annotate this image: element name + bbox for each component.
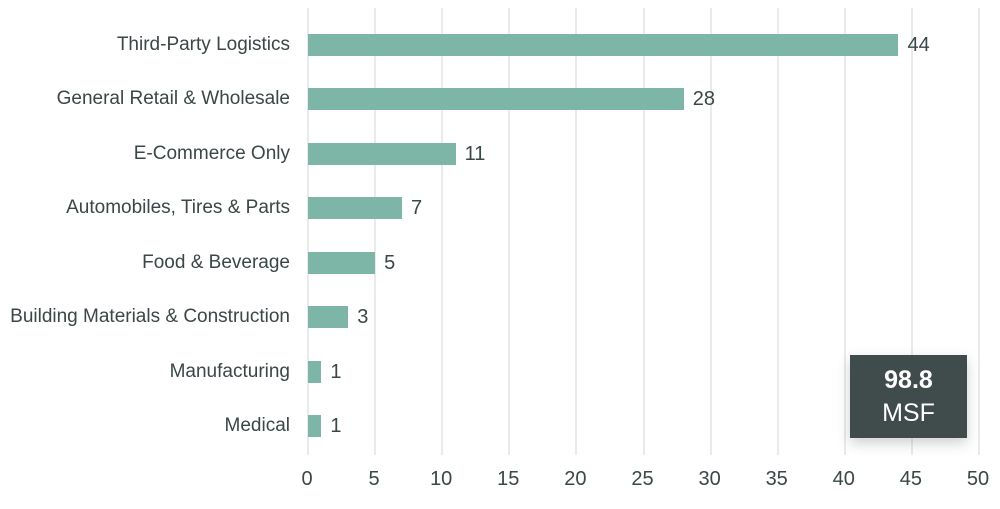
category-label: Building Materials & Construction (10, 306, 290, 327)
gridline (776, 8, 779, 455)
gridline (910, 8, 913, 455)
gridline (307, 8, 309, 455)
x-tick-label: 30 (698, 468, 721, 490)
gridline (642, 8, 645, 455)
value-label: 5 (384, 251, 396, 274)
gridline (441, 8, 444, 455)
value-label: 28 (692, 88, 715, 110)
gridline (508, 8, 511, 455)
x-tick-label: 20 (564, 468, 587, 490)
category-label: Medical (224, 415, 290, 436)
x-tick-label: 0 (301, 468, 313, 490)
category-label: Third-Party Logistics (116, 33, 290, 55)
bar (308, 197, 402, 219)
value-label: 44 (907, 33, 930, 56)
x-tick-label: 45 (899, 468, 923, 490)
value-label: 11 (464, 142, 486, 165)
bar (308, 88, 684, 110)
x-tick-label: 10 (430, 468, 453, 490)
category-label: General Retail & Wholesale (56, 88, 290, 109)
bar (308, 142, 456, 165)
bar (308, 33, 899, 56)
value-label: 1 (330, 415, 342, 437)
value-label: 7 (410, 197, 423, 219)
total-badge: 98.8 MSF (850, 355, 967, 438)
bar (308, 415, 322, 437)
x-tick-label: 35 (765, 468, 788, 490)
category-label: Manufacturing (169, 360, 290, 382)
category-label: Food & Beverage (142, 251, 290, 273)
gridline (843, 8, 846, 455)
bar (308, 251, 376, 274)
bar (308, 360, 322, 383)
category-label: Automobiles, Tires & Parts (66, 197, 290, 218)
x-tick-label: 40 (832, 468, 855, 490)
gridline (575, 8, 578, 455)
value-label: 3 (357, 306, 369, 328)
gridline (709, 8, 712, 455)
gridline (374, 8, 377, 455)
x-tick-label: 25 (631, 468, 654, 490)
value-label: 1 (330, 360, 342, 383)
x-tick-label: 50 (966, 468, 990, 490)
category-label: E-Commerce Only (133, 142, 290, 164)
plot-area: 44 28 11 7 5 3 1 1 (307, 8, 980, 455)
gridline (978, 8, 980, 455)
x-tick-label: 5 (368, 468, 380, 490)
bar (308, 306, 349, 328)
total-badge-value: 98.8 (884, 365, 933, 394)
total-badge-unit: MSF (882, 398, 935, 427)
x-tick-label: 15 (497, 468, 520, 490)
